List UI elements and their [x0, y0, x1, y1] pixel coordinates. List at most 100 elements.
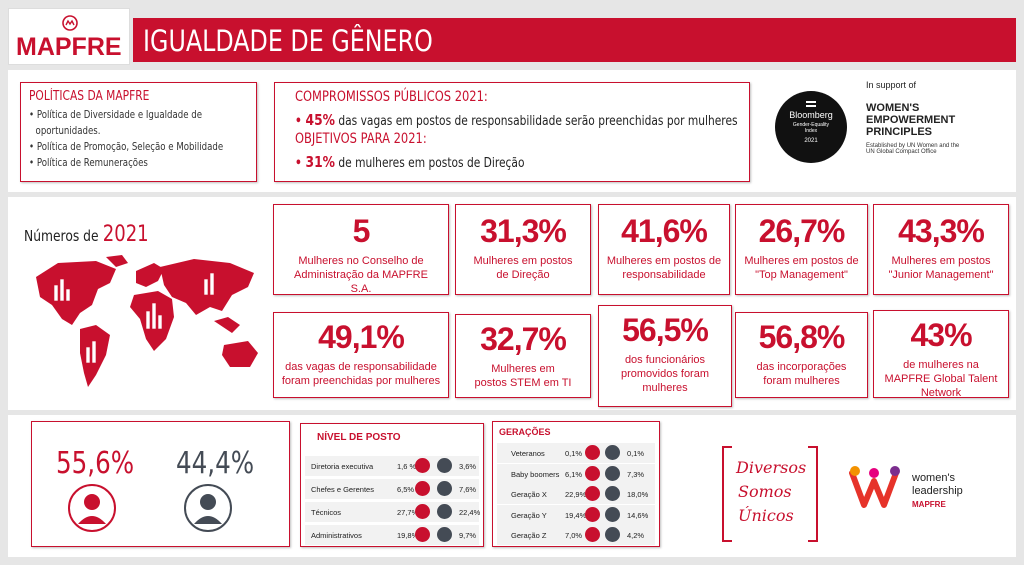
stat-value: 5 [352, 213, 371, 249]
logo-box: MAPFRE [8, 8, 130, 65]
womens-leadership-icon [849, 466, 900, 508]
stat-card: 43% de mulheres na MAPFRE Global Talent … [873, 310, 1009, 399]
mapfre-emblem-icon [62, 15, 78, 31]
stat-value: 41,6% [621, 213, 708, 249]
weps-est1: Established by UN Women and the [866, 143, 960, 149]
weps-logo: In support of WOMEN'S EMPOWERMENT PRINCI… [866, 80, 1011, 155]
male-value: 7,6% [459, 485, 477, 494]
male-value: 18,0% [627, 490, 649, 499]
stat-card: 26,7% Mulheres em postos de "Top Managem… [735, 204, 868, 295]
male-icon [605, 527, 620, 542]
row-label: Geração X [511, 490, 547, 499]
female-value: 6,5% [397, 485, 415, 494]
female-icon [415, 458, 430, 473]
world-map-icon [36, 255, 258, 387]
numeros-year: 2021 [102, 222, 149, 247]
table-row: Veteranos 0,1% 0,1% [497, 443, 655, 463]
stat-label: Mulheres em postos STEM em TI [474, 363, 572, 389]
list-item: oportunidades. [35, 125, 101, 137]
compromissos-text1: das vagas em postos de responsabilidade … [338, 114, 738, 129]
weps-line2: EMPOWERMENT [866, 114, 956, 126]
row-label: Geração Y [511, 510, 547, 520]
stat-label: das incorporações foram mulheres [756, 361, 847, 387]
female-icon [585, 506, 600, 522]
male-value: 7,3% [627, 469, 645, 479]
stat-label: Mulheres em postos de "Top Management" [744, 255, 859, 281]
table-row: Baby boomers 6,1% 7,3% [497, 463, 655, 484]
row-label: Administrativos [311, 531, 362, 540]
stat-value: 49,1% [318, 319, 405, 355]
stat-value: 56,8% [758, 319, 846, 355]
male-icon [437, 481, 452, 496]
compromissos-pct1: 45% [305, 111, 335, 129]
male-value: 3,6% [459, 462, 477, 471]
female-value: 27,7% [397, 508, 419, 517]
compromissos-pct2: 31% [305, 153, 335, 171]
male-icon [605, 506, 620, 522]
nivel-posto-box: NÍVEL DE POSTO Diretoria executiva 1,6 % 3… [300, 423, 484, 547]
table-row: Diretoria executiva 1,6 % 3,6% [305, 456, 479, 476]
page-title: IGUALDADE DE GÊNERO [143, 24, 433, 58]
bloomberg-badge: Bloomberg Gender-Equality Index 2021 [775, 91, 847, 163]
bloomberg-name: Bloomberg [789, 110, 833, 120]
weps-support: In support of [866, 80, 917, 90]
bloomberg-sub2: Index [804, 128, 818, 134]
female-value: 1,6 % [397, 462, 417, 471]
female-value: 22,9% [565, 490, 587, 499]
male-value: 22,4% [459, 508, 481, 517]
female-icon [415, 481, 430, 496]
male-icon [437, 504, 452, 519]
stat-card: 32,7% Mulheres em postos STEM em TI [455, 314, 591, 398]
title-bar: IGUALDADE DE GÊNERO [133, 18, 1016, 62]
stat-value: 56,5% [622, 312, 709, 348]
male-icon [437, 527, 452, 542]
female-value: 6,1% [565, 469, 583, 479]
bloomberg-sub1: Gender-Equality [792, 122, 830, 128]
stat-value: 43,3% [898, 213, 985, 249]
male-value: 0,1% [627, 449, 645, 458]
male-avatar-icon [184, 484, 232, 532]
politicas-box: POLÍTICAS DA MAPFRE • Política de Divers… [20, 82, 257, 182]
stat-value: 26,7% [758, 213, 846, 249]
male-value: 14,6% [627, 510, 649, 520]
table-row: Técnicos 27,7% 22,4% [305, 502, 481, 522]
equals-icon [806, 101, 816, 107]
female-avatar-icon [68, 484, 116, 532]
geracoes-title: GERAÇÕES [499, 427, 551, 437]
womens-leadership-text: women's leadership MAPFRE [912, 472, 963, 511]
weps-est2: UN Global Compact Office [866, 149, 937, 155]
female-icon [585, 527, 600, 542]
list-item: • Política de Promoção, Seleção e Mobili… [29, 141, 224, 153]
stat-card: 5 Mulheres no Conselho de Administração … [273, 204, 449, 295]
female-icon [585, 445, 600, 460]
politicas-list: • Política de Diversidade e Igualdade de… [29, 107, 259, 171]
male-icon [605, 486, 620, 501]
table-row: Geração X 22,9% 18,0% [497, 484, 655, 504]
female-value: 0,1% [565, 449, 583, 458]
female-icon [585, 465, 600, 481]
compromissos-text2: de mulheres em postos de Direção [338, 156, 525, 171]
female-icon [415, 527, 430, 542]
objetivos-title: OBJETIVOS PARA 2021: [295, 131, 427, 147]
compromissos-line1: • 45% das vagas em postos de responsabil… [295, 111, 738, 129]
wl-line3: MAPFRE [912, 500, 946, 509]
male-pct: 44,4% [176, 446, 255, 481]
stat-label: Mulheres em postos "Junior Management" [888, 255, 994, 281]
female-value: 7,0% [565, 531, 583, 540]
male-icon [605, 465, 620, 481]
row-label: Chefes e Gerentes [311, 485, 374, 494]
male-icon [437, 458, 452, 473]
row-label: Técnicos [311, 508, 342, 517]
row-label: Baby boomers [511, 469, 560, 479]
female-value: 19,8% [397, 531, 419, 540]
stat-value: 31,3% [480, 213, 567, 249]
weps-line1: WOMEN'S [866, 102, 920, 114]
diversos-l2: Somos [738, 482, 792, 501]
stat-value: 43% [910, 317, 972, 353]
diversos-l1: Diversos [736, 458, 807, 477]
diversos-logo: Diversos Somos Únicos [722, 446, 818, 542]
compromissos-box: COMPROMISSOS PÚBLICOS 2021: • 45% das va… [274, 82, 750, 182]
stat-card: 49,1% das vagas de responsabilidade fora… [273, 312, 449, 398]
weps-line3: PRINCIPLES [866, 126, 933, 138]
stat-label: Mulheres no Conselho de Administração da… [294, 255, 428, 295]
